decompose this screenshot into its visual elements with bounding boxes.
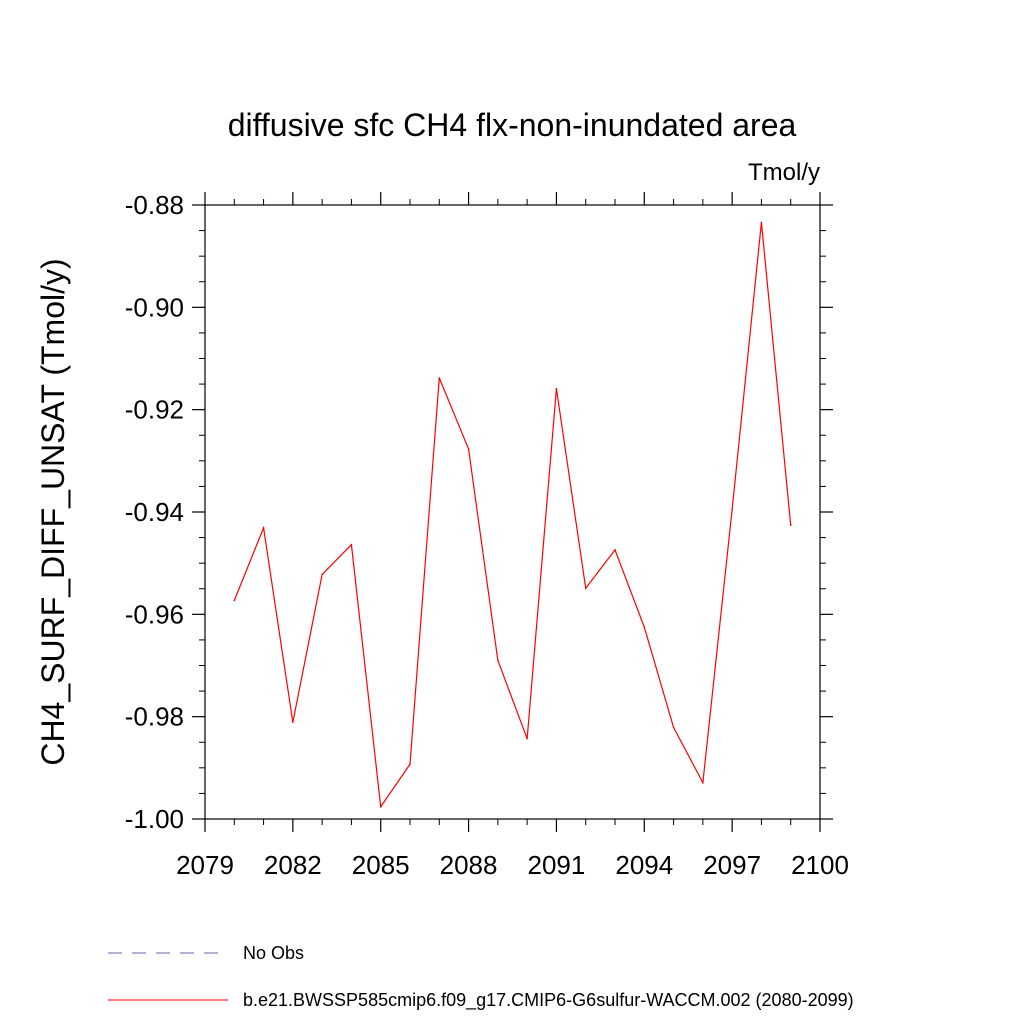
legend-series-label: b.e21.BWSSP585cmip6.f09_g17.CMIP6-G6sulf… (243, 990, 854, 1011)
y-tick-label: -0.94 (125, 497, 184, 527)
y-axis-label: CH4_SURF_DIFF_UNSAT (Tmol/y) (35, 258, 71, 765)
y-tick-label: -0.88 (125, 190, 184, 220)
data-point (379, 805, 382, 808)
data-point (292, 721, 294, 724)
x-tick-label: 2079 (176, 850, 234, 880)
data-point (467, 448, 470, 450)
x-tick-label: 2082 (264, 850, 322, 880)
data-point (497, 659, 499, 662)
data-point (702, 781, 704, 784)
major-ticks (192, 192, 833, 832)
minor-ticks (199, 199, 826, 825)
data-point (789, 524, 792, 527)
data-point (760, 221, 763, 224)
y-tick-label: -1.00 (125, 804, 184, 834)
data-point (262, 527, 265, 529)
x-tick-label: 2085 (352, 850, 410, 880)
legend: No Obs b.e21.BWSSP585cmip6.f09_g17.CMIP6… (108, 943, 854, 1011)
y-tick-label: -0.98 (125, 702, 184, 732)
tick-labels: 2079 2082 2085 2088 2091 2094 2097 2100 -1.00 -0.… (125, 190, 849, 880)
data-point (438, 377, 441, 379)
x-tick-label: 2088 (440, 850, 498, 880)
series-layer (233, 221, 792, 809)
data-point (409, 763, 411, 766)
data-point (643, 626, 646, 628)
data-point (526, 737, 528, 740)
data-point (584, 587, 587, 590)
data-point (350, 543, 353, 546)
series-line-0 (233, 222, 792, 809)
y-tick-label: -0.92 (125, 395, 184, 425)
plot-frame (204, 204, 821, 820)
data-point (672, 726, 675, 729)
data-point (731, 508, 733, 511)
data-point (614, 549, 616, 551)
y-tick-label: -0.90 (125, 292, 184, 322)
y-tick-label: -0.96 (125, 599, 184, 629)
data-point (555, 387, 558, 390)
x-tick-label: 2100 (791, 850, 849, 880)
units-label: Tmol/y (748, 159, 820, 186)
x-tick-label: 2094 (615, 850, 673, 880)
chart-title: diffusive sfc CH4 flx-non-inundated area (228, 107, 797, 143)
x-tick-label: 2091 (528, 850, 586, 880)
data-point (233, 599, 236, 602)
legend-no-obs-label: No Obs (243, 943, 304, 963)
x-tick-label: 2097 (703, 850, 761, 880)
data-point (321, 573, 323, 576)
